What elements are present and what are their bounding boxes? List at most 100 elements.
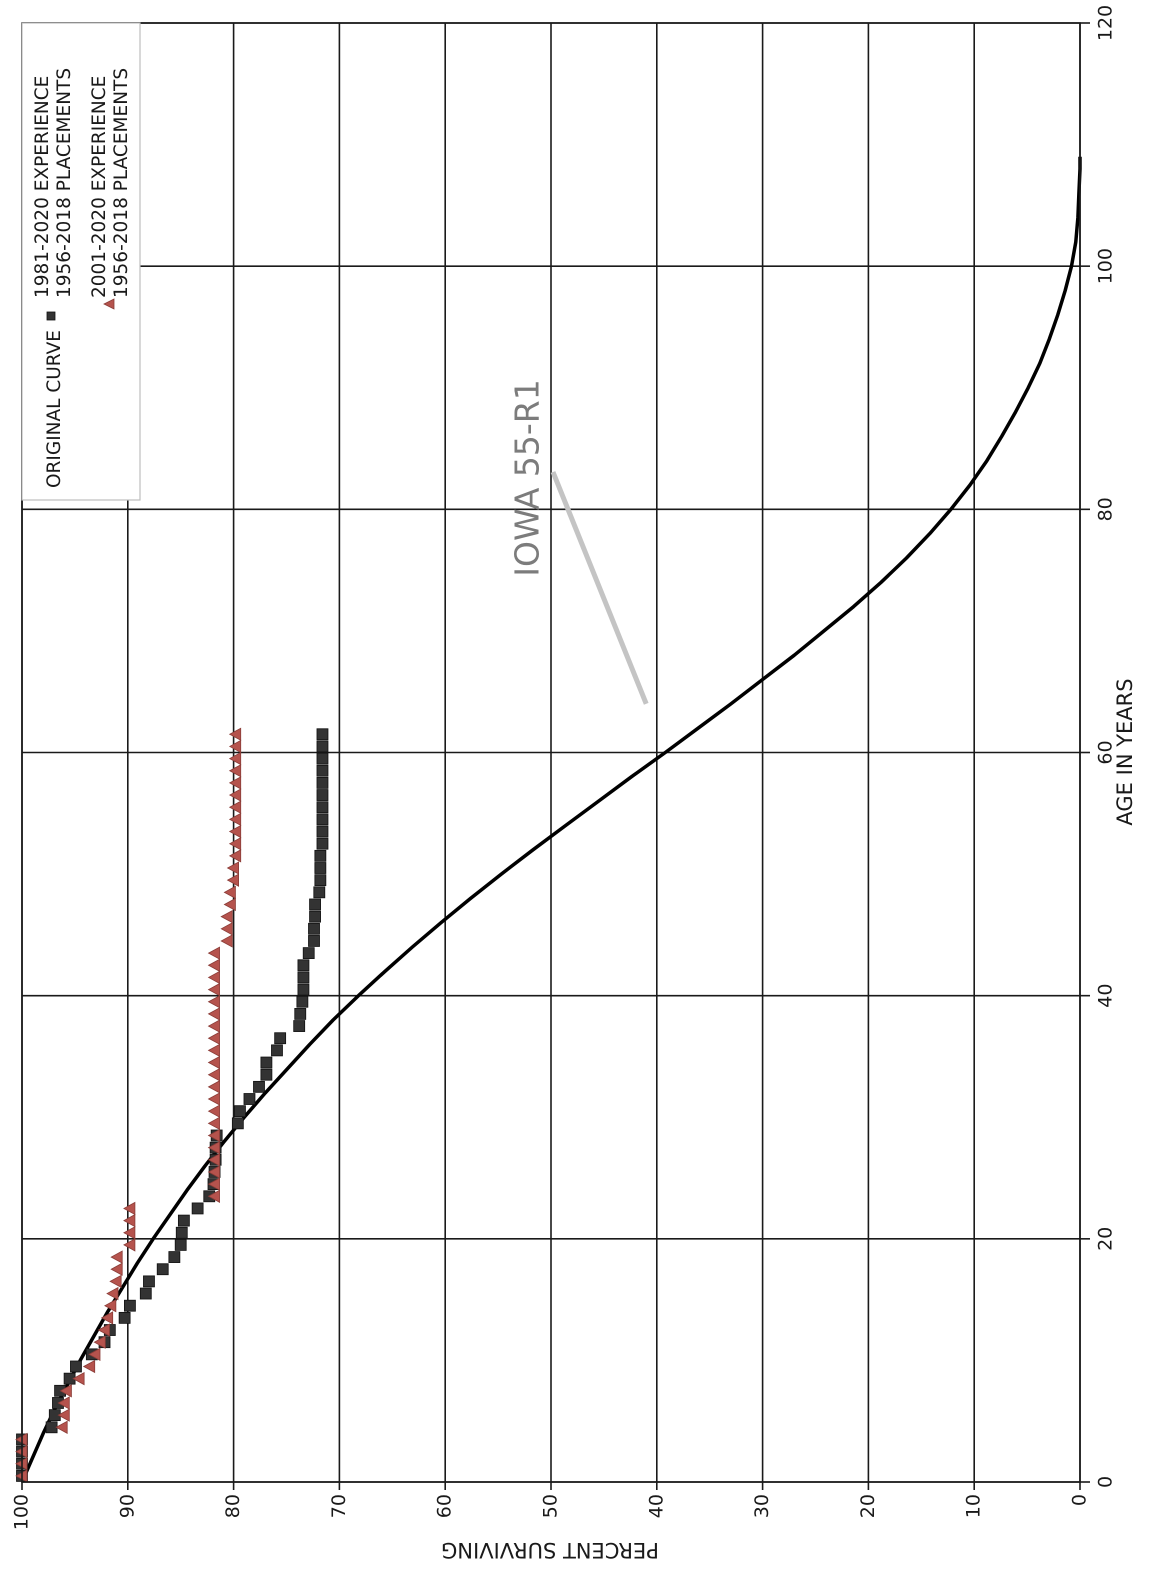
point-series2-14 — [104, 1299, 117, 1313]
original-curve-line — [20, 156, 1082, 1483]
percent-tick-label: 80 — [222, 1494, 244, 1518]
point-series1-61 — [316, 728, 329, 741]
point-series2-8 — [72, 1371, 85, 1386]
point-series2-16 — [109, 1274, 122, 1289]
point-series1-39 — [296, 995, 309, 1008]
original-curve-layer — [20, 156, 1082, 1483]
point-series2-17 — [110, 1262, 123, 1276]
point-series1-18 — [168, 1251, 181, 1263]
legend-series2-line1: 2001-2020 EXPERIENCE — [89, 76, 110, 298]
point-series2-21 — [123, 1213, 136, 1228]
point-series2-25 — [207, 1165, 220, 1179]
point-series2-51 — [228, 849, 242, 863]
point-series1-50 — [314, 862, 327, 874]
point-series2-40 — [207, 982, 220, 997]
point-series2-11 — [93, 1335, 106, 1349]
point-series1-33 — [260, 1068, 273, 1081]
point-series1-32 — [253, 1080, 265, 1093]
point-series1-29 — [231, 1117, 244, 1130]
point-series2-5 — [57, 1408, 70, 1422]
percent-tick-label: 10 — [963, 1494, 985, 1518]
legend-triangle-marker — [103, 298, 115, 310]
point-series2-24 — [207, 1177, 220, 1191]
age-tick-label: 40 — [1095, 984, 1117, 1008]
point-series1-47 — [309, 898, 321, 911]
curve-annotation: IOWA 55-R1 — [508, 379, 649, 705]
legend-series1-line2: 1956-2018 PLACEMENTS — [54, 68, 75, 298]
legend: ORIGINAL CURVE 1981-2020 EXPERIENCE 1956… — [21, 22, 141, 501]
point-series1-14 — [124, 1299, 136, 1312]
point-series1-45 — [308, 922, 320, 935]
percent-tick-label: 60 — [434, 1494, 456, 1518]
point-series2-38 — [207, 1007, 220, 1021]
point-series1-36 — [274, 1032, 287, 1045]
point-series2-35 — [207, 1043, 220, 1058]
point-series1-57 — [316, 776, 329, 789]
axes: 0 20 40 60 80 100 120 0 10 20 30 40 50 60 70 80 90 100 AGE… — [11, 5, 1138, 1562]
point-series1-30 — [234, 1105, 246, 1118]
point-series1-48 — [313, 886, 326, 899]
percent-tick-label: 20 — [857, 1494, 879, 1518]
point-series2-50 — [226, 861, 240, 875]
point-series1-52 — [316, 837, 329, 850]
point-series2-53 — [228, 824, 242, 839]
point-series2-47 — [223, 897, 236, 912]
point-series2-10 — [88, 1347, 101, 1362]
age-tick-label: 80 — [1095, 497, 1117, 521]
point-series1-58 — [316, 764, 329, 777]
legend-series2-line2: 1956-2018 PLACEMENTS — [111, 68, 132, 298]
point-series1-55 — [316, 801, 329, 814]
point-series2-55 — [228, 800, 242, 814]
point-series1-31 — [243, 1093, 256, 1105]
point-series1-38 — [294, 1008, 307, 1020]
point-series2-57 — [228, 776, 242, 790]
point-series1-54 — [316, 813, 329, 826]
point-series1-46 — [309, 910, 321, 923]
point-series1-20 — [175, 1226, 188, 1239]
percent-tick-label: 100 — [11, 1494, 33, 1530]
point-series2-54 — [228, 812, 242, 827]
age-tick-label: 100 — [1095, 248, 1117, 284]
point-series2-36 — [207, 1031, 220, 1045]
point-series2-28 — [207, 1128, 220, 1143]
point-series2-22 — [123, 1201, 136, 1216]
point-series2-23 — [207, 1189, 220, 1203]
point-series1-56 — [316, 789, 329, 801]
y-axis-title: PERCENT SURVIVING — [441, 1538, 659, 1562]
point-series1-42 — [297, 959, 310, 972]
x-axis-title: AGE IN YEARS — [1113, 678, 1137, 825]
point-series2-33 — [207, 1068, 220, 1082]
point-series2-41 — [207, 970, 220, 985]
point-series1-19 — [174, 1239, 187, 1251]
point-series1-53 — [316, 825, 329, 838]
point-series1-37 — [293, 1020, 306, 1032]
point-series2-42 — [207, 958, 220, 972]
point-series2-56 — [228, 788, 242, 802]
point-series2-60 — [228, 739, 242, 754]
point-series1-17 — [156, 1263, 169, 1276]
age-tick-label: 120 — [1095, 5, 1117, 41]
legend-series1-line1: 1981-2020 EXPERIENCE — [32, 76, 53, 298]
point-series2-39 — [207, 995, 220, 1009]
point-series2-44 — [220, 934, 233, 948]
point-series1-60 — [316, 740, 329, 753]
point-series1-40 — [297, 983, 310, 996]
point-series2-6 — [57, 1396, 70, 1410]
point-series2-29 — [207, 1116, 220, 1131]
point-series2-19 — [123, 1238, 136, 1252]
point-series2-4 — [55, 1420, 68, 1434]
point-series1-41 — [297, 971, 310, 984]
point-series2-18 — [110, 1250, 123, 1264]
point-series2-58 — [228, 764, 242, 778]
legend-curve-label: ORIGINAL CURVE — [44, 330, 65, 488]
data-points-layer — [15, 727, 329, 1483]
point-series2-45 — [220, 922, 233, 936]
point-series2-27 — [207, 1140, 220, 1155]
point-series2-30 — [207, 1104, 220, 1118]
point-series2-61 — [228, 727, 242, 741]
point-series1-34 — [260, 1056, 273, 1069]
point-series2-59 — [228, 751, 242, 766]
age-tick-label: 20 — [1095, 1227, 1117, 1251]
percent-tick-label: 70 — [328, 1494, 350, 1518]
point-series2-52 — [228, 837, 242, 851]
